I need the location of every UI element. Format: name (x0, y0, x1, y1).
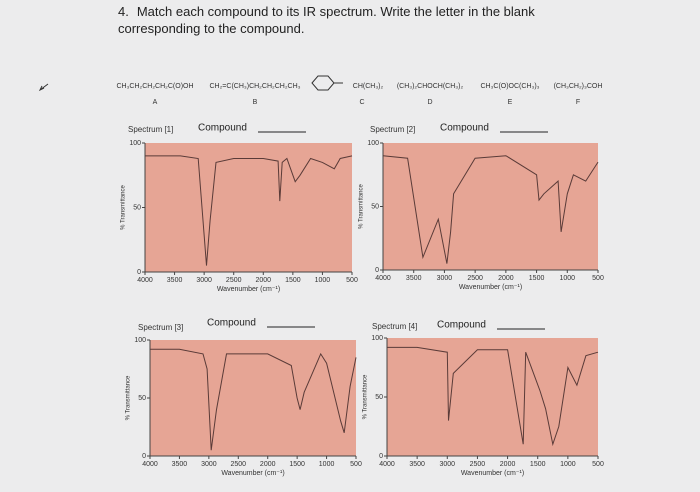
spectrum-label: Spectrum [4] (372, 322, 417, 331)
plot-area (145, 143, 352, 272)
y-tick-label: 100 (371, 335, 383, 342)
compound-letter: B (253, 99, 258, 106)
y-tick-label: 50 (138, 395, 146, 402)
compound-letter: D (427, 99, 432, 106)
compound-label: Compound (437, 320, 486, 331)
x-tick-label: 1000 (559, 275, 575, 282)
plot-area (150, 340, 356, 456)
question-number: 4. (118, 4, 129, 19)
spectrum-label: Spectrum [3] (138, 323, 183, 332)
x-axis-label: Wavenumber (cm⁻¹) (461, 470, 524, 477)
x-tick-label: 1500 (529, 275, 545, 282)
spectrum-label: Spectrum [2] (370, 125, 415, 134)
x-tick-label: 1500 (530, 461, 546, 468)
x-tick-label: 2000 (255, 277, 271, 284)
benzene-ring (311, 75, 335, 91)
y-axis-label: % Transmittance (121, 184, 127, 229)
compound-letter: C (359, 99, 364, 106)
compound-formula: CH(CH₃)₂ (353, 83, 384, 90)
spectrum-label: Spectrum [1] (128, 125, 173, 134)
x-tick-label: 2500 (467, 275, 483, 282)
y-tick-label: 50 (375, 394, 383, 401)
y-tick-label: 0 (137, 269, 141, 276)
margin-mark (38, 83, 49, 92)
compound-label: Compound (198, 123, 247, 134)
x-tick-label: 2000 (260, 461, 276, 468)
x-tick-label: 3000 (201, 461, 217, 468)
x-tick-label: 2500 (230, 461, 246, 468)
y-tick-label: 100 (134, 337, 146, 344)
y-axis-label: % Transmittance (126, 375, 132, 420)
compound-letter: F (576, 99, 580, 106)
x-tick-label: 1000 (319, 461, 335, 468)
compound-letter: A (153, 99, 158, 106)
x-tick-label: 4000 (142, 461, 158, 468)
x-tick-label: 1500 (285, 277, 301, 284)
y-tick-label: 0 (379, 453, 383, 460)
spectrum-trace (150, 348, 357, 451)
question: 4. Match each compound to its IR spectrum… (118, 3, 618, 37)
x-tick-label: 2000 (498, 275, 514, 282)
y-tick-label: 100 (367, 140, 379, 147)
x-tick-label: 4000 (379, 461, 395, 468)
x-tick-label: 500 (350, 461, 362, 468)
x-tick-label: 3000 (437, 275, 453, 282)
x-tick-label: 1500 (289, 461, 305, 468)
x-tick-label: 2000 (500, 461, 516, 468)
x-tick-label: 500 (592, 275, 604, 282)
x-axis-label: Wavenumber (cm⁻¹) (221, 470, 284, 477)
compound-formula: CH₃CH₂CH₂CH₂C(O)OH (116, 83, 193, 90)
plot-area (383, 143, 598, 270)
x-tick-label: 2500 (226, 277, 242, 284)
x-axis-label: Wavenumber (cm⁻¹) (217, 286, 280, 293)
compound-letter: E (508, 99, 513, 106)
compound-formula: (CH₃CH₂)₃COH (554, 83, 603, 90)
x-tick-label: 500 (592, 461, 604, 468)
y-axis-label: % Transmittance (363, 374, 369, 419)
compound-formula: (CH₃)₂CHOCH(CH₃)₂ (397, 83, 464, 90)
y-tick-label: 50 (133, 204, 141, 211)
x-tick-label: 500 (346, 277, 358, 284)
x-tick-label: 3500 (167, 277, 183, 284)
spectrum-trace (382, 155, 599, 264)
compound-formula: CH₃C(O)OC(CH₃)₃ (480, 83, 539, 90)
x-tick-label: 3000 (439, 461, 455, 468)
y-tick-label: 0 (375, 267, 379, 274)
x-tick-label: 3500 (406, 275, 422, 282)
x-tick-label: 3500 (172, 461, 188, 468)
x-tick-label: 4000 (375, 275, 391, 282)
y-tick-label: 100 (129, 140, 141, 147)
x-tick-label: 1000 (315, 277, 331, 284)
y-tick-label: 0 (142, 453, 146, 460)
y-axis-label: % Transmittance (359, 183, 365, 228)
x-tick-label: 4000 (137, 277, 153, 284)
compound-label: Compound (440, 123, 489, 134)
plot-area (387, 338, 598, 456)
spectrum-trace (145, 155, 353, 266)
question-text: Match each compound to its IR spectrum. … (118, 4, 535, 36)
x-tick-label: 1000 (560, 461, 576, 468)
compound-label: Compound (207, 318, 256, 329)
x-tick-label: 2500 (470, 461, 486, 468)
x-axis-label: Wavenumber (cm⁻¹) (459, 284, 522, 291)
compound-formula: CH₂=C(CH₃)CH₂CH₂CH₂CH₃ (209, 83, 300, 90)
x-tick-label: 3500 (409, 461, 425, 468)
y-tick-label: 50 (371, 203, 379, 210)
spectrum-trace (387, 346, 599, 447)
x-tick-label: 3000 (196, 277, 212, 284)
